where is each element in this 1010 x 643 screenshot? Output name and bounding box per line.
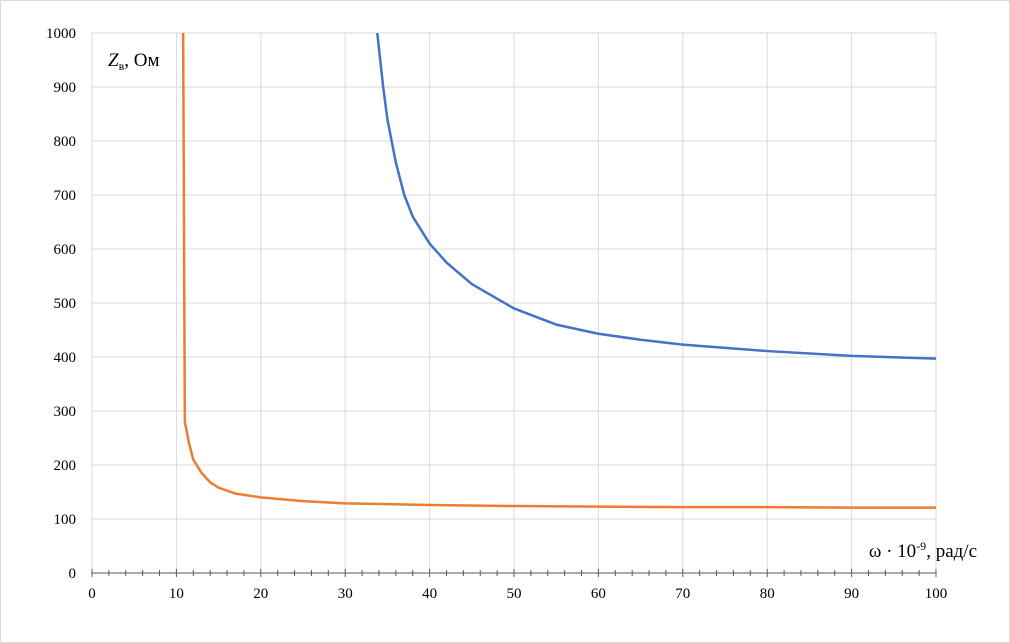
x-tick-label: 20 bbox=[253, 586, 268, 602]
x-tick-label: 10 bbox=[169, 586, 184, 602]
y-tick-label: 300 bbox=[54, 404, 77, 420]
y-tick-label: 800 bbox=[54, 134, 77, 150]
y-tick-label: 500 bbox=[54, 296, 77, 312]
x-tick-label: 80 bbox=[760, 586, 775, 602]
y-tick-label: 900 bbox=[54, 80, 77, 96]
y-axis-label: Zв, Ом bbox=[108, 50, 160, 73]
y-label-sub: в bbox=[119, 59, 125, 73]
x-tick-label: 40 bbox=[422, 586, 437, 602]
y-tick-label: 0 bbox=[69, 566, 77, 582]
y-tick-label: 700 bbox=[54, 188, 77, 204]
y-label-main: Z bbox=[108, 50, 119, 71]
x-label-rest: , рад/с bbox=[926, 541, 977, 562]
y-tick-label: 100 bbox=[54, 512, 77, 528]
x-label-main: ω · 10 bbox=[869, 541, 916, 562]
x-tick-label: 100 bbox=[925, 586, 948, 602]
series-line bbox=[181, 32, 936, 509]
x-tick-label: 60 bbox=[591, 586, 606, 602]
x-tick-label: 90 bbox=[844, 586, 859, 602]
y-tick-label: 1000 bbox=[46, 26, 76, 42]
x-label-sup: -9 bbox=[916, 539, 926, 553]
y-label-rest: , Ом bbox=[124, 50, 159, 71]
y-tick-label: 400 bbox=[54, 350, 77, 366]
x-axis-label: ω · 10-9, рад/с bbox=[869, 539, 977, 562]
x-tick-label: 0 bbox=[88, 586, 96, 602]
series-line bbox=[376, 32, 937, 360]
x-tick-label: 70 bbox=[675, 586, 690, 602]
y-tick-label: 600 bbox=[54, 242, 77, 258]
x-tick-label: 30 bbox=[338, 586, 353, 602]
y-tick-label: 200 bbox=[54, 458, 77, 474]
x-tick-label: 50 bbox=[507, 586, 522, 602]
